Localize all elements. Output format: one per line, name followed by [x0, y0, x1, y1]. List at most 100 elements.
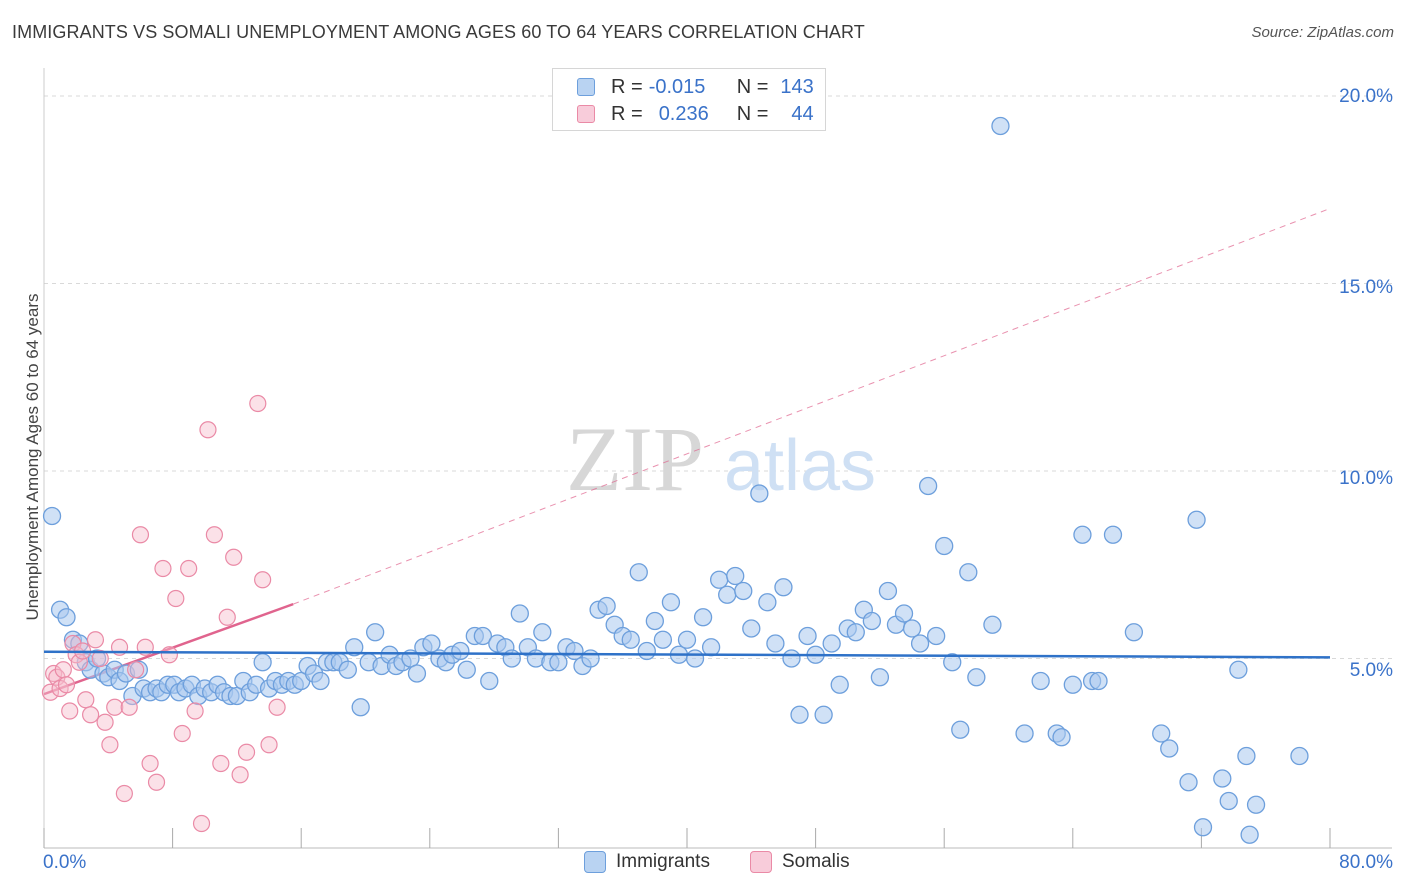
somalis-swatch	[577, 105, 595, 123]
somalis-point	[120, 698, 138, 716]
somalis-point	[167, 589, 185, 608]
immigrants-point	[1240, 825, 1259, 844]
immigrants-point	[1237, 746, 1256, 766]
immigrants-point	[422, 634, 441, 653]
somalis-point	[54, 661, 72, 679]
immigrants-point	[701, 638, 721, 657]
somalis-point	[260, 736, 278, 754]
immigrants-point	[983, 615, 1002, 634]
immigrants-trend-solid	[43, 650, 1331, 659]
immigrants-point	[565, 641, 584, 661]
legend-item-somalis[interactable]: Somalis	[750, 851, 850, 873]
immigrants-point	[581, 649, 600, 668]
immigrants-point	[549, 653, 568, 672]
immigrants-legend-label: Immigrants	[616, 851, 710, 872]
somalis-point	[101, 736, 119, 754]
immigrants-point	[959, 563, 978, 582]
immigrants-point	[967, 668, 986, 687]
immigrants-point	[338, 660, 357, 679]
somalis-legend-swatch	[750, 851, 772, 873]
immigrants-point	[1015, 724, 1034, 743]
somalis-trend-solid	[43, 602, 294, 696]
somalis-trend-line	[43, 208, 1331, 696]
somalis-point	[141, 754, 159, 773]
immigrants-point	[57, 608, 76, 627]
immigrants-point	[830, 675, 849, 694]
somalis-point	[186, 702, 204, 720]
immigrants-point	[451, 641, 470, 661]
immigrants-point	[1073, 525, 1092, 544]
legend-r-label: R =	[611, 102, 643, 125]
somalis-point	[91, 649, 109, 668]
legend-r-value: 0.236	[658, 102, 709, 125]
immigrants-point	[1103, 525, 1123, 544]
immigrants-point	[510, 604, 529, 623]
legend-row-somalis: R = 0.236 N = 44	[577, 101, 814, 127]
immigrants-point	[1063, 675, 1082, 694]
legend-n-label: N =	[736, 75, 769, 98]
chart-title: IMMIGRANTS VS SOMALI UNEMPLOYMENT AMONG …	[12, 22, 865, 42]
immigrants-point	[718, 585, 737, 604]
somalis-point	[205, 526, 223, 544]
immigrants-point	[661, 593, 681, 612]
immigrants-point	[311, 671, 330, 691]
immigrants-point	[1052, 728, 1071, 747]
somalis-trend-extension	[292, 208, 1331, 605]
legend-n-value: 143	[780, 75, 814, 98]
immigrants-point	[637, 641, 656, 661]
immigrants-point	[918, 476, 938, 496]
somalis-point	[173, 724, 191, 743]
y-tick-label-10: 10.0%	[1339, 468, 1393, 489]
somalis-point	[231, 766, 249, 784]
immigrants-point	[629, 563, 648, 582]
somalis-point	[147, 773, 166, 791]
x-tick-label-max: 80.0%	[1339, 852, 1393, 873]
immigrants-swatch	[577, 78, 595, 96]
y-tick-label-15: 15.0%	[1339, 277, 1393, 298]
immigrants-point	[742, 619, 761, 638]
legend-r-value: -0.015	[648, 75, 706, 98]
immigrants-point	[645, 611, 664, 631]
immigrants-point	[814, 705, 833, 724]
watermark-atlas: atlas	[724, 426, 876, 506]
somalis-point	[192, 814, 211, 833]
immigrants-point	[1213, 769, 1232, 788]
immigrants-point	[1193, 818, 1213, 837]
somalis-point	[199, 421, 217, 439]
immigrants-point	[782, 649, 801, 668]
immigrants-point	[935, 536, 954, 556]
immigrants-point	[345, 638, 364, 657]
immigrants-point	[991, 116, 1010, 136]
immigrants-point	[407, 664, 427, 683]
immigrants-point	[42, 506, 62, 526]
somalis-point	[268, 698, 286, 716]
immigrants-point	[621, 630, 640, 649]
legend-n-value: 44	[791, 102, 814, 125]
legend-item-immigrants[interactable]: Immigrants	[584, 851, 710, 873]
somalis-point	[127, 661, 145, 679]
somalis-point	[41, 683, 60, 701]
immigrants-point	[351, 698, 370, 717]
somalis-point	[254, 571, 272, 589]
immigrants-point	[533, 623, 552, 642]
somalis-point	[237, 743, 256, 761]
somalis-legend-label: Somalis	[782, 851, 850, 872]
legend-row-immigrants: R = -0.015 N = 143	[577, 74, 814, 100]
immigrants-point	[1219, 791, 1238, 811]
immigrants-point	[902, 619, 922, 638]
legend-n-label: N =	[736, 102, 769, 125]
watermark: ZIP atlas	[566, 408, 876, 510]
immigrants-legend-swatch	[584, 851, 606, 873]
immigrants-point	[951, 720, 970, 739]
immigrants-point	[1031, 671, 1050, 691]
somalis-point	[57, 676, 76, 694]
somalis-point	[218, 608, 236, 626]
immigrants-point	[253, 653, 272, 672]
immigrants-point	[734, 581, 753, 601]
immigrants-trend-line	[43, 650, 1331, 659]
somalis-point	[154, 559, 172, 578]
immigrants-point	[846, 623, 865, 642]
immigrants-point	[1187, 510, 1206, 529]
immigrants-point	[597, 596, 616, 616]
immigrants-point	[653, 630, 673, 649]
